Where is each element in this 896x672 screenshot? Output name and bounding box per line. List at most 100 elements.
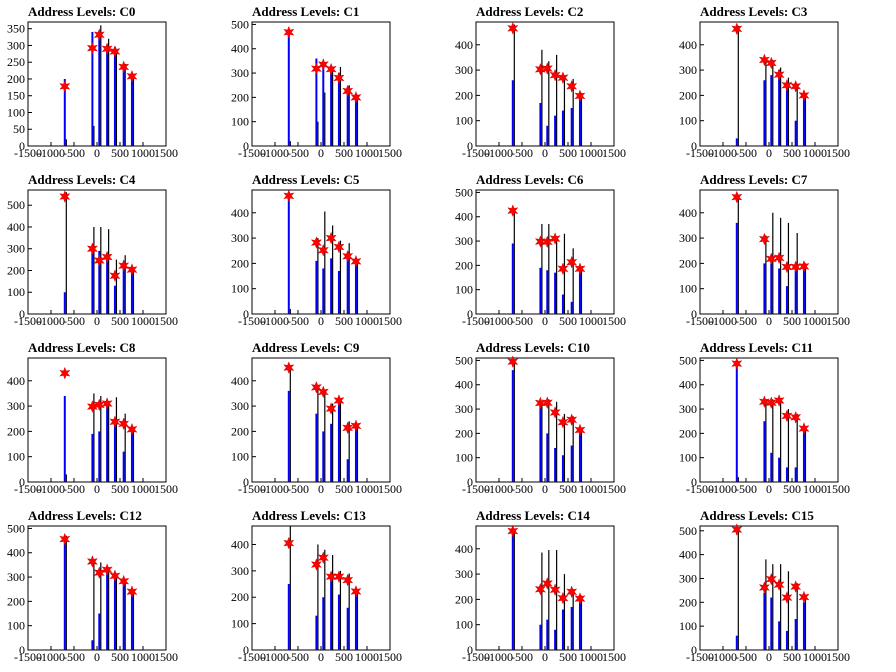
x-tick-label: 1500 <box>602 146 626 160</box>
x-tick-label: -500 <box>735 482 757 496</box>
star-marker <box>118 259 130 273</box>
chart-panel: Address Levels: C1 0 100 200 300 400 500 -1500-… <box>224 0 448 168</box>
y-tick-label: 400 <box>7 220 25 234</box>
star-marker <box>342 573 354 587</box>
x-tick-label: 0 <box>318 314 324 328</box>
x-tick-label: -1000 <box>261 146 289 160</box>
plot-frame <box>475 357 615 483</box>
plot-frame <box>475 189 615 315</box>
x-tick-label: 1500 <box>602 314 626 328</box>
x-tick-label: -1500 <box>462 650 490 664</box>
x-tick-label: 1000 <box>131 650 155 664</box>
chart-plot: 0 100 200 300 400 -1500-1000-500 0 500 1000 1500 <box>231 525 402 664</box>
star-marker <box>109 415 121 429</box>
y-tick-label: 300 <box>679 63 697 77</box>
x-tick-label: 1000 <box>579 314 603 328</box>
y-tick-label: 300 <box>231 399 249 413</box>
y-tick-label: 400 <box>455 378 473 392</box>
y-tick-label: 100 <box>455 618 473 632</box>
plot-frame <box>699 189 839 315</box>
chart-plot: 0 100 200 300 400 -1500-1000-500 0 500 1000 1500 <box>231 357 402 496</box>
star-marker <box>342 421 354 435</box>
y-tick-label: 100 <box>455 451 473 465</box>
y-tick-label: 300 <box>7 570 25 584</box>
star-marker <box>283 25 295 39</box>
chart-plot: 0 100 200 300 400 -1500-1000-500 0 500 1000 1500 <box>679 189 850 328</box>
plot-frame <box>475 525 615 651</box>
chart-plot: 0 100 200 300 400 -1500-1000-500 0 500 1000 1500 <box>455 21 626 160</box>
y-tick-label: 300 <box>231 66 249 80</box>
x-tick-label: -1000 <box>37 482 65 496</box>
star-marker <box>101 397 113 410</box>
x-tick-label: 1500 <box>826 482 850 496</box>
x-tick-label: 1000 <box>131 146 155 160</box>
chart-title: Address Levels: C2 <box>476 4 584 19</box>
star-marker <box>333 71 345 85</box>
y-tick-label: 0 <box>467 643 473 657</box>
y-tick-label: 200 <box>455 88 473 102</box>
x-tick-label: 1500 <box>378 146 402 160</box>
star-marker <box>541 396 553 410</box>
y-tick-label: 400 <box>7 374 25 388</box>
star-marker <box>534 235 546 248</box>
star-marker <box>333 570 345 584</box>
star-marker <box>507 355 519 369</box>
y-tick-label: 100 <box>679 114 697 128</box>
star-marker <box>798 89 810 102</box>
star-marker <box>310 558 322 571</box>
x-tick-label: -500 <box>287 650 309 664</box>
chart-plot: 0 100 200 300 400 -1500-1000-500 0 500 1000 1500 <box>231 189 402 328</box>
x-tick-label: 500 <box>111 146 129 160</box>
star-marker <box>283 189 295 203</box>
star-marker <box>325 231 337 245</box>
y-tick-label: 350 <box>7 22 25 36</box>
chart-panel: Address Levels: C9 0 100 200 300 400 -1500 -100… <box>224 336 448 504</box>
chart-title: Address Levels: C1 <box>252 4 360 19</box>
y-tick-label: 300 <box>7 399 25 413</box>
y-tick-label: 400 <box>455 38 473 52</box>
chart-panel: Address Levels: C8 0 100 200 300 400 -1500 -100… <box>0 336 224 504</box>
x-tick-label: 1500 <box>154 146 178 160</box>
y-tick-label: 400 <box>679 38 697 52</box>
chart-panel: Address Levels: C6 0 100 200 300 400 500 -1500-… <box>448 168 672 336</box>
x-tick-label: 1000 <box>579 650 603 664</box>
y-tick-label: 200 <box>679 426 697 440</box>
star-marker <box>109 269 121 283</box>
y-tick-label: 100 <box>679 619 697 633</box>
y-tick-label: 300 <box>455 402 473 416</box>
star-marker <box>59 79 71 93</box>
y-tick-label: 0 <box>19 475 25 489</box>
star-marker <box>325 402 337 415</box>
x-tick-label: 0 <box>542 146 548 160</box>
star-marker <box>333 240 345 254</box>
star-marker <box>350 419 362 433</box>
plot-frame <box>27 357 167 483</box>
star-marker <box>731 523 743 536</box>
x-tick-label: 500 <box>783 146 801 160</box>
x-tick-label: 1000 <box>803 482 827 496</box>
star-marker <box>781 591 793 604</box>
y-tick-label: 0 <box>691 643 697 657</box>
y-tick-label: 200 <box>455 258 473 272</box>
y-tick-label: 300 <box>455 63 473 77</box>
chart-plot: 0 100 200 300 400 -1500-1000-500 0 500 1000 1500 <box>7 357 178 496</box>
y-tick-label: 300 <box>231 231 249 245</box>
x-tick-label: 1500 <box>826 650 850 664</box>
x-tick-label: 500 <box>335 314 353 328</box>
y-tick-label: 300 <box>231 564 249 578</box>
x-tick-label: 1500 <box>378 314 402 328</box>
x-tick-label: 500 <box>783 314 801 328</box>
star-marker <box>790 410 802 424</box>
y-tick-label: 500 <box>455 185 473 199</box>
x-tick-label: 500 <box>559 650 577 664</box>
star-marker <box>507 204 519 218</box>
y-tick-label: 0 <box>691 139 697 153</box>
x-tick-label: 500 <box>335 482 353 496</box>
y-tick-label: 500 <box>679 524 697 538</box>
y-tick-label: 0 <box>243 475 249 489</box>
